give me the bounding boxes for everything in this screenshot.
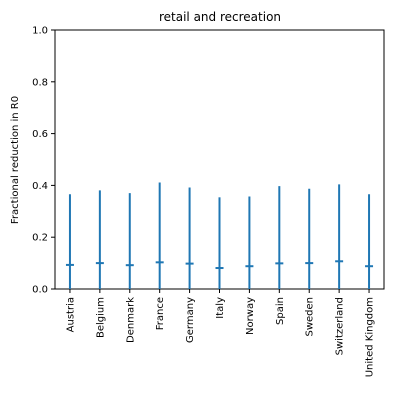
- y-tick-label: 0.4: [32, 181, 48, 192]
- y-tick-label: 1.0: [32, 26, 48, 37]
- chart-title: retail and recreation: [159, 10, 281, 24]
- x-tick-label: Italy: [215, 297, 226, 319]
- x-tick-label: Switzerland: [335, 297, 346, 355]
- y-tick-label: 0.2: [32, 233, 48, 244]
- x-tick-label: Belgium: [95, 297, 106, 338]
- x-tick-label: Austria: [65, 297, 76, 332]
- x-tick-label: Norway: [245, 297, 256, 335]
- y-axis-ticks: 0.0 0.2 0.4 0.6 0.8 1.0: [32, 26, 55, 296]
- y-tick-label: 0.0: [32, 285, 48, 296]
- x-tick-label: Germany: [185, 297, 196, 343]
- x-tick-label: France: [155, 297, 166, 330]
- x-tick-label: Spain: [275, 297, 286, 325]
- x-tick-label: United Kingdom: [365, 297, 376, 377]
- error-bars: [65, 182, 374, 289]
- x-axis-ticks: Austria Belgium Denmark France Germany Italy N…: [65, 289, 376, 377]
- y-axis-label: Fractional reduction in R0: [10, 96, 21, 224]
- y-tick-label: 0.6: [32, 129, 48, 140]
- x-tick-label: Sweden: [305, 297, 316, 337]
- x-tick-label: Denmark: [125, 297, 136, 343]
- y-tick-label: 0.8: [32, 77, 48, 88]
